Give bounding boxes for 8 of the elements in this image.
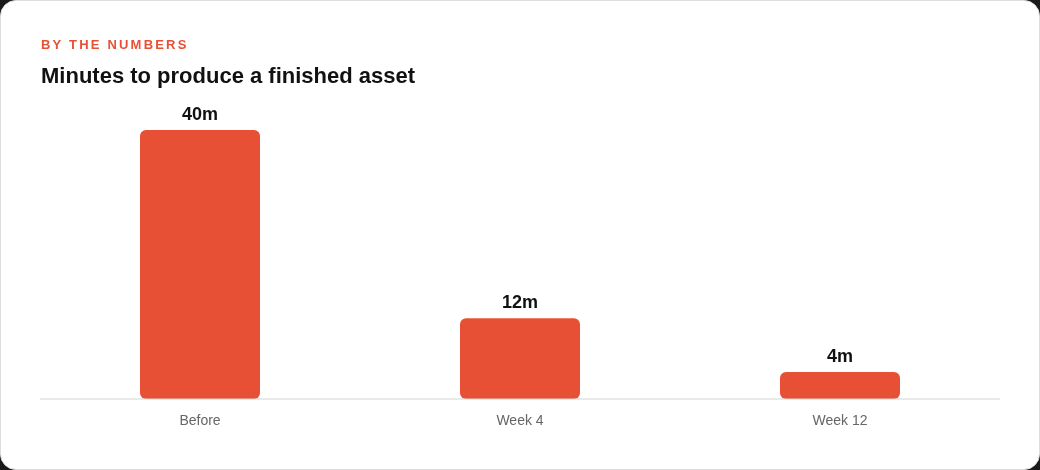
x-tick-label: Week 4: [496, 411, 544, 428]
data-label: 4m: [826, 346, 854, 367]
data-label: 12m: [501, 292, 539, 313]
data-label: 40m: [181, 104, 219, 124]
x-tick-label: Before: [179, 411, 221, 428]
chart-subtitle: BY THE NUMBERS: [41, 37, 189, 52]
chart-title: Minutes to produce a finished asset: [41, 63, 416, 89]
x-tick-label: Week 12: [812, 411, 868, 428]
